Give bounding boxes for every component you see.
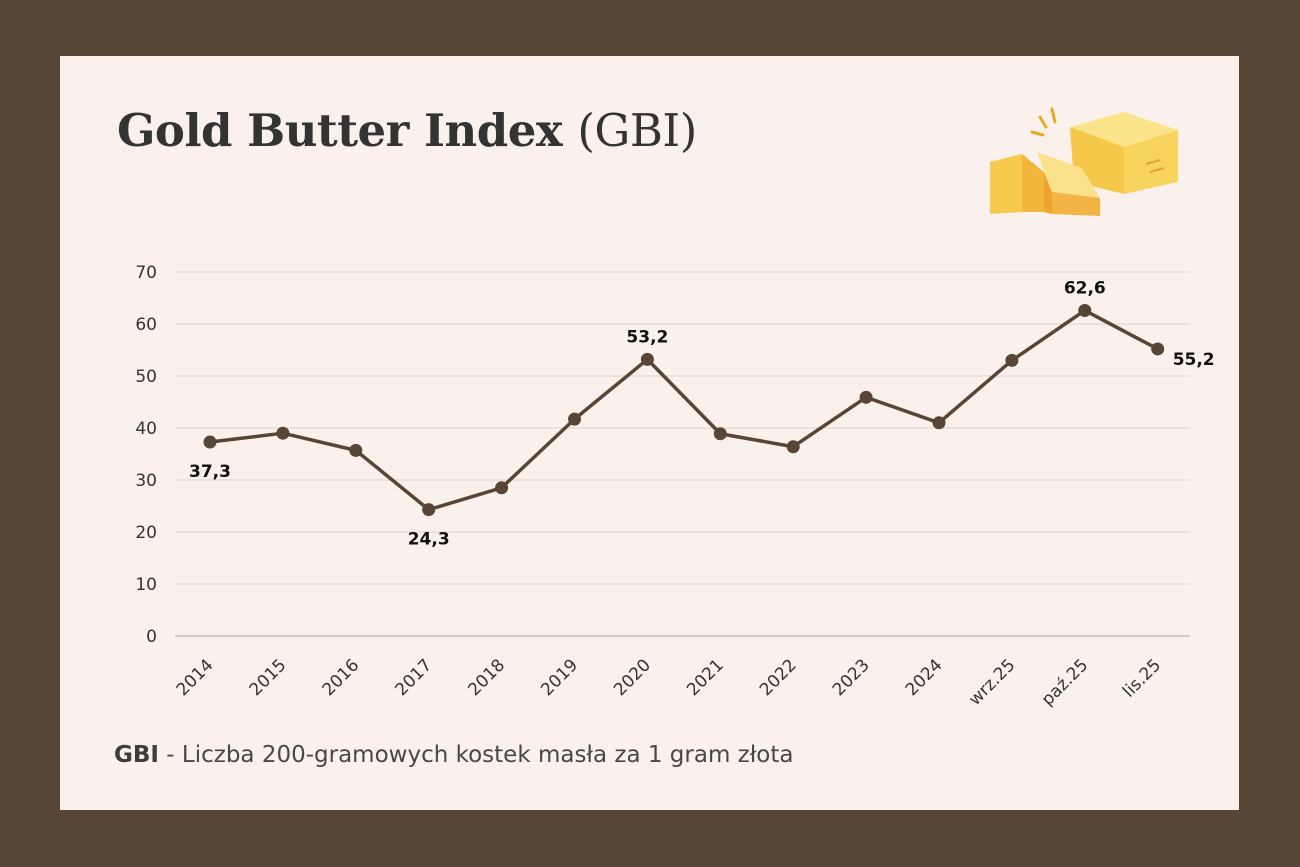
- data-point: [859, 390, 873, 404]
- data-point: [349, 443, 363, 457]
- data-point: [640, 352, 654, 366]
- grid-lines: [175, 271, 1190, 637]
- y-tick-label: 0: [146, 627, 157, 647]
- x-tick-label: 2017: [392, 655, 437, 700]
- data-point: [786, 440, 800, 454]
- y-tick-label: 50: [135, 367, 157, 387]
- data-point: [422, 503, 436, 517]
- data-points: [203, 303, 1165, 517]
- series-line: [208, 308, 1160, 512]
- data-point: [1005, 353, 1019, 367]
- butter-blocks-illustration: [990, 107, 1178, 216]
- y-tick-label: 40: [135, 419, 157, 439]
- data-point: [713, 427, 727, 441]
- data-point: [568, 412, 581, 426]
- data-label: 37,3: [189, 462, 231, 482]
- footnote-abbreviation: GBI: [114, 742, 159, 768]
- x-tick-label: 2022: [756, 655, 801, 700]
- footnote-text: - Liczba 200-gramowych kostek masła za 1…: [158, 742, 794, 768]
- line-chart: 0 10 20 30 40 50 60 70 2014 2015 2016 2017 2018 2019…: [135, 263, 1215, 710]
- title-abbreviation: (GBI): [577, 104, 697, 157]
- data-point: [495, 481, 509, 495]
- x-tick-label: paź.25: [1038, 655, 1093, 710]
- x-tick-label: 2023: [829, 655, 874, 700]
- x-tick-label: 2014: [173, 655, 218, 700]
- data-point: [1078, 303, 1092, 317]
- data-labels: 37,3 24,3 53,2 62,6 55,2: [189, 278, 1215, 549]
- butter-sparkle-icon: [1030, 107, 1057, 137]
- x-tick-label: lis.25: [1119, 655, 1165, 701]
- data-label: 62,6: [1064, 278, 1106, 298]
- x-tick-label: 2024: [902, 655, 947, 700]
- x-tick-label: 2020: [610, 655, 655, 700]
- data-label: 53,2: [626, 327, 668, 347]
- footnote: GBI - Liczba 200-gramowych kostek masła …: [114, 742, 793, 768]
- x-tick-label: 2019: [537, 655, 582, 700]
- y-tick-label: 30: [135, 471, 157, 491]
- data-label: 24,3: [408, 530, 450, 550]
- data-point: [932, 416, 946, 430]
- y-tick-label: 60: [135, 315, 157, 335]
- x-tick-label: 2016: [319, 655, 364, 700]
- y-tick-label: 70: [135, 263, 157, 283]
- y-tick-label: 20: [135, 523, 157, 543]
- y-axis-ticks: 0 10 20 30 40 50 60 70: [135, 263, 157, 647]
- x-tick-label: wrz.25: [965, 655, 1019, 709]
- data-point: [1151, 342, 1165, 356]
- butter-slice-icon: [990, 152, 1100, 216]
- chart-title: Gold Butter Index (GBI): [117, 104, 697, 157]
- title-main: Gold Butter Index: [117, 104, 578, 157]
- x-tick-label: 2021: [683, 655, 728, 700]
- x-tick-label: 2015: [246, 655, 291, 700]
- x-tick-label: 2018: [464, 655, 509, 700]
- chart-card: Gold Butter Index (GBI) 0 10 20 30 40 50 60 70 …: [60, 56, 1239, 810]
- data-point: [276, 426, 290, 440]
- x-axis-ticks: 2014 2015 2016 2017 2018 2019 2020 2021 2022 2023…: [173, 655, 1165, 710]
- data-point: [203, 435, 217, 449]
- data-label: 55,2: [1173, 350, 1215, 370]
- y-tick-label: 10: [135, 575, 157, 595]
